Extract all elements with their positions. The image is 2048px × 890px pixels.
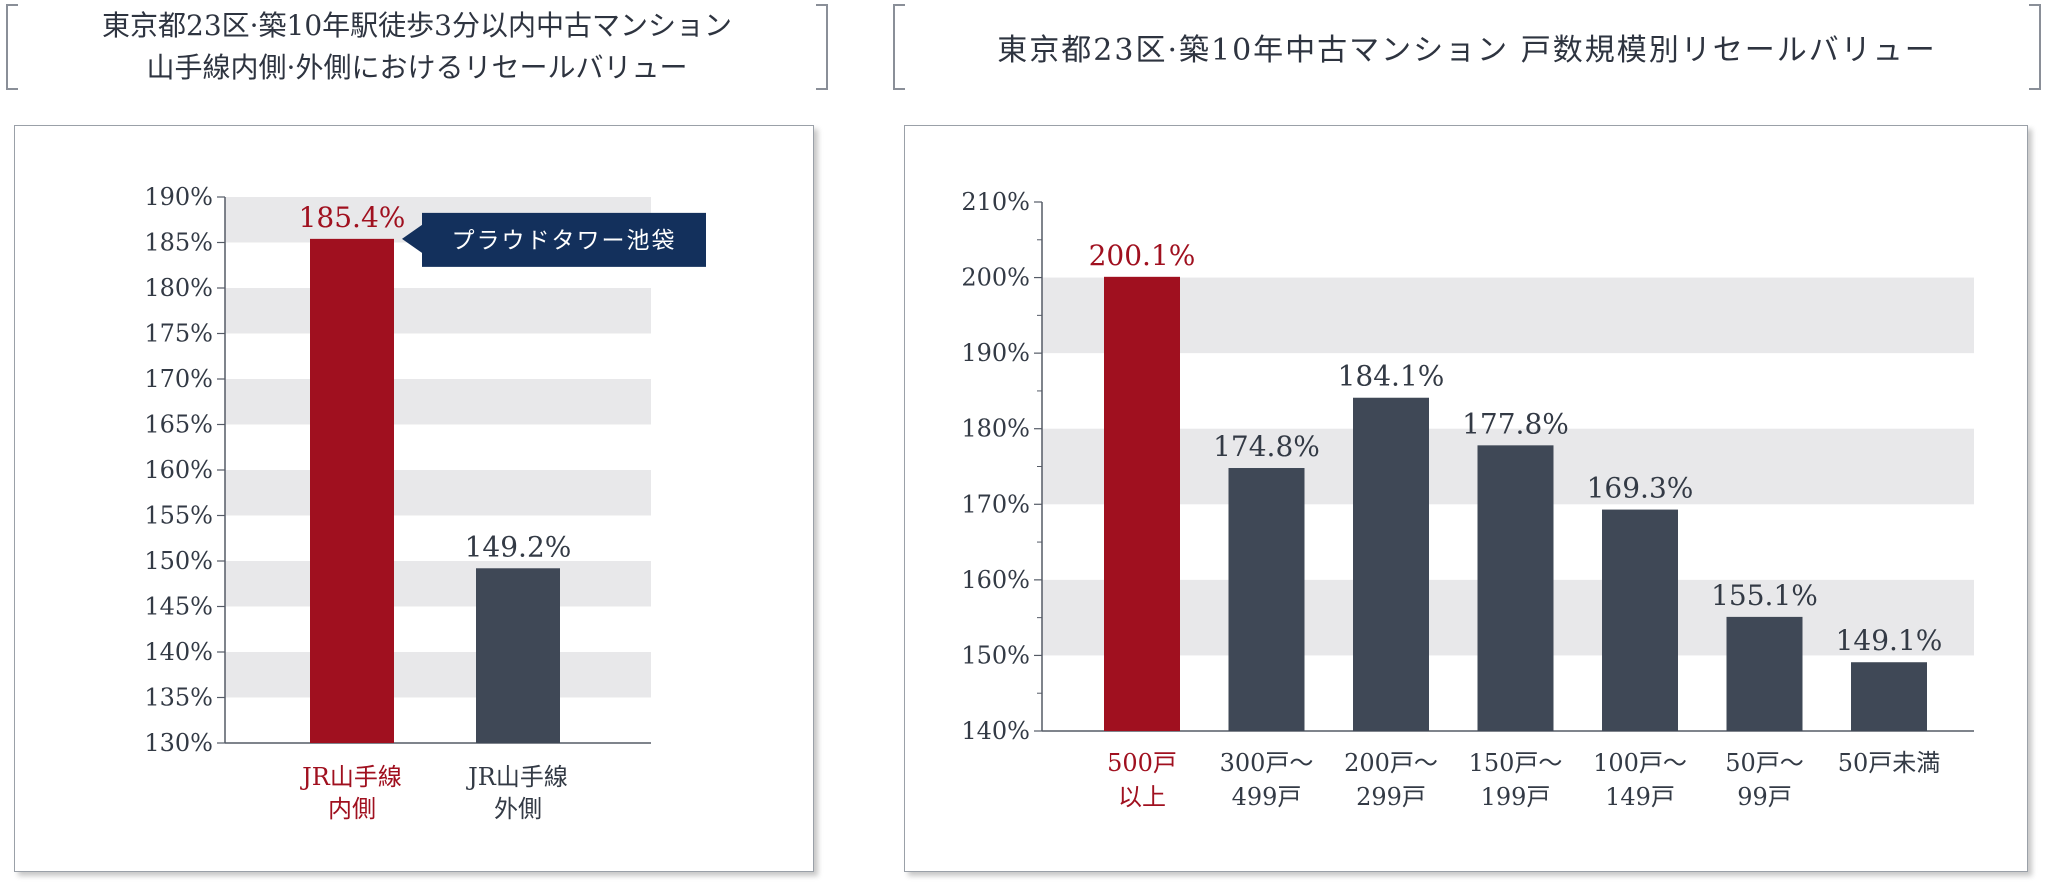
right-category-label: 300戸〜: [1220, 749, 1314, 777]
right-y-tick-label: 180%: [961, 415, 1030, 443]
right-y-tick-label: 170%: [961, 490, 1030, 518]
left-bar-chart: 130% 135% 140% 145% 150% 155% 160% 165% 170% 175%…: [144, 183, 706, 823]
right-category-label: 499戸: [1232, 783, 1302, 811]
left-y-tick-label: 160%: [144, 456, 213, 484]
right-value-label: 177.8%: [1462, 407, 1569, 440]
right-y-tick-label: 140%: [961, 717, 1030, 745]
right-y-tick-label: 150%: [961, 641, 1030, 669]
right-category-label: 299戸: [1356, 783, 1426, 811]
left-y-tick-label: 190%: [144, 183, 213, 211]
left-grid-band: [225, 288, 651, 334]
left-category-label: JR山手線: [465, 763, 568, 791]
right-category-label: 149戸: [1605, 783, 1675, 811]
right-category-label: 以上: [1118, 783, 1166, 811]
left-y-tick-label: 130%: [144, 729, 213, 757]
left-grid-band: [225, 470, 651, 516]
right-y-tick-label: 190%: [961, 339, 1030, 367]
left-chart-panel: 130% 135% 140% 145% 150% 155% 160% 165% 170% 175%…: [14, 125, 814, 872]
right-bar: [1477, 445, 1554, 731]
right-value-label: 155.1%: [1711, 579, 1818, 612]
right-bar: [1228, 468, 1305, 731]
right-category-label: 500戸: [1107, 749, 1177, 777]
right-value-label: 200.1%: [1089, 239, 1196, 272]
left-category-label: JR山手線: [299, 763, 402, 791]
right-category-label: 200戸〜: [1344, 749, 1438, 777]
left-y-tick-label: 165%: [144, 411, 213, 439]
right-category-label: 50戸〜: [1725, 749, 1804, 777]
left-chart-title: 東京都23区·築10年駅徒歩3分以内中古マンション 山手線内側·外側におけるリセ…: [6, 4, 828, 90]
right-bar: [1353, 397, 1429, 731]
right-chart-title: 東京都23区·築10年中古マンション 戸数規模別リセールバリュー: [893, 4, 2041, 90]
left-y-tick-label: 135%: [144, 684, 213, 712]
right-category-label: 50戸未満: [1838, 749, 1941, 777]
right-y-tick-label: 200%: [961, 264, 1030, 292]
left-value-label: 185.4%: [299, 201, 406, 234]
right-bar: [1602, 509, 1678, 731]
left-bar: [310, 238, 394, 744]
right-bar-chart: 140% 150% 160% 170% 180% 190% 200% 210% 200.1% 50…: [961, 188, 1974, 811]
left-grid-band: [225, 652, 651, 698]
left-y-tick-label: 140%: [144, 638, 213, 666]
left-chart-title-line2: 山手線内側·外側におけるリセールバリュー: [146, 51, 688, 84]
right-category-label: 199戸: [1481, 783, 1551, 811]
right-chart-title-line1: 東京都23区·築10年中古マンション 戸数規模別リセールバリュー: [997, 33, 1937, 68]
right-bar: [1726, 616, 1803, 731]
right-value-label: 174.8%: [1213, 430, 1320, 463]
right-value-label: 184.1%: [1338, 360, 1445, 393]
left-callout-text: プラウドタワー池袋: [452, 228, 677, 254]
left-callout-box: [402, 212, 706, 267]
right-value-label: 169.3%: [1587, 472, 1694, 505]
left-y-tick-label: 185%: [144, 229, 213, 257]
left-category-label: 内側: [328, 795, 376, 823]
left-bar: [476, 568, 560, 743]
right-bar: [1104, 276, 1180, 731]
left-chart-title-line1: 東京都23区·築10年駅徒歩3分以内中古マンション: [102, 9, 732, 42]
right-y-tick-label: 160%: [961, 566, 1030, 594]
left-grid-band: [225, 561, 651, 607]
left-y-tick-label: 180%: [144, 274, 213, 302]
left-y-tick-label: 155%: [144, 502, 213, 530]
right-category-label: 100戸〜: [1593, 749, 1687, 777]
right-bar: [1851, 662, 1927, 731]
left-value-label: 149.2%: [465, 530, 572, 563]
right-grid-band: [1042, 277, 1974, 354]
left-y-tick-label: 175%: [144, 320, 213, 348]
left-category-label: 外側: [494, 795, 542, 823]
right-y-tick-label: 210%: [961, 188, 1030, 216]
left-y-tick-label: 150%: [144, 547, 213, 575]
right-category-label: 99戸: [1737, 783, 1792, 811]
right-category-label: 150戸〜: [1469, 749, 1563, 777]
left-grid-band: [225, 379, 651, 425]
left-y-tick-label: 145%: [144, 593, 213, 621]
right-chart-panel: 140% 150% 160% 170% 180% 190% 200% 210% 200.1% 50…: [904, 125, 2028, 872]
left-y-tick-label: 170%: [144, 365, 213, 393]
right-value-label: 149.1%: [1836, 624, 1943, 657]
